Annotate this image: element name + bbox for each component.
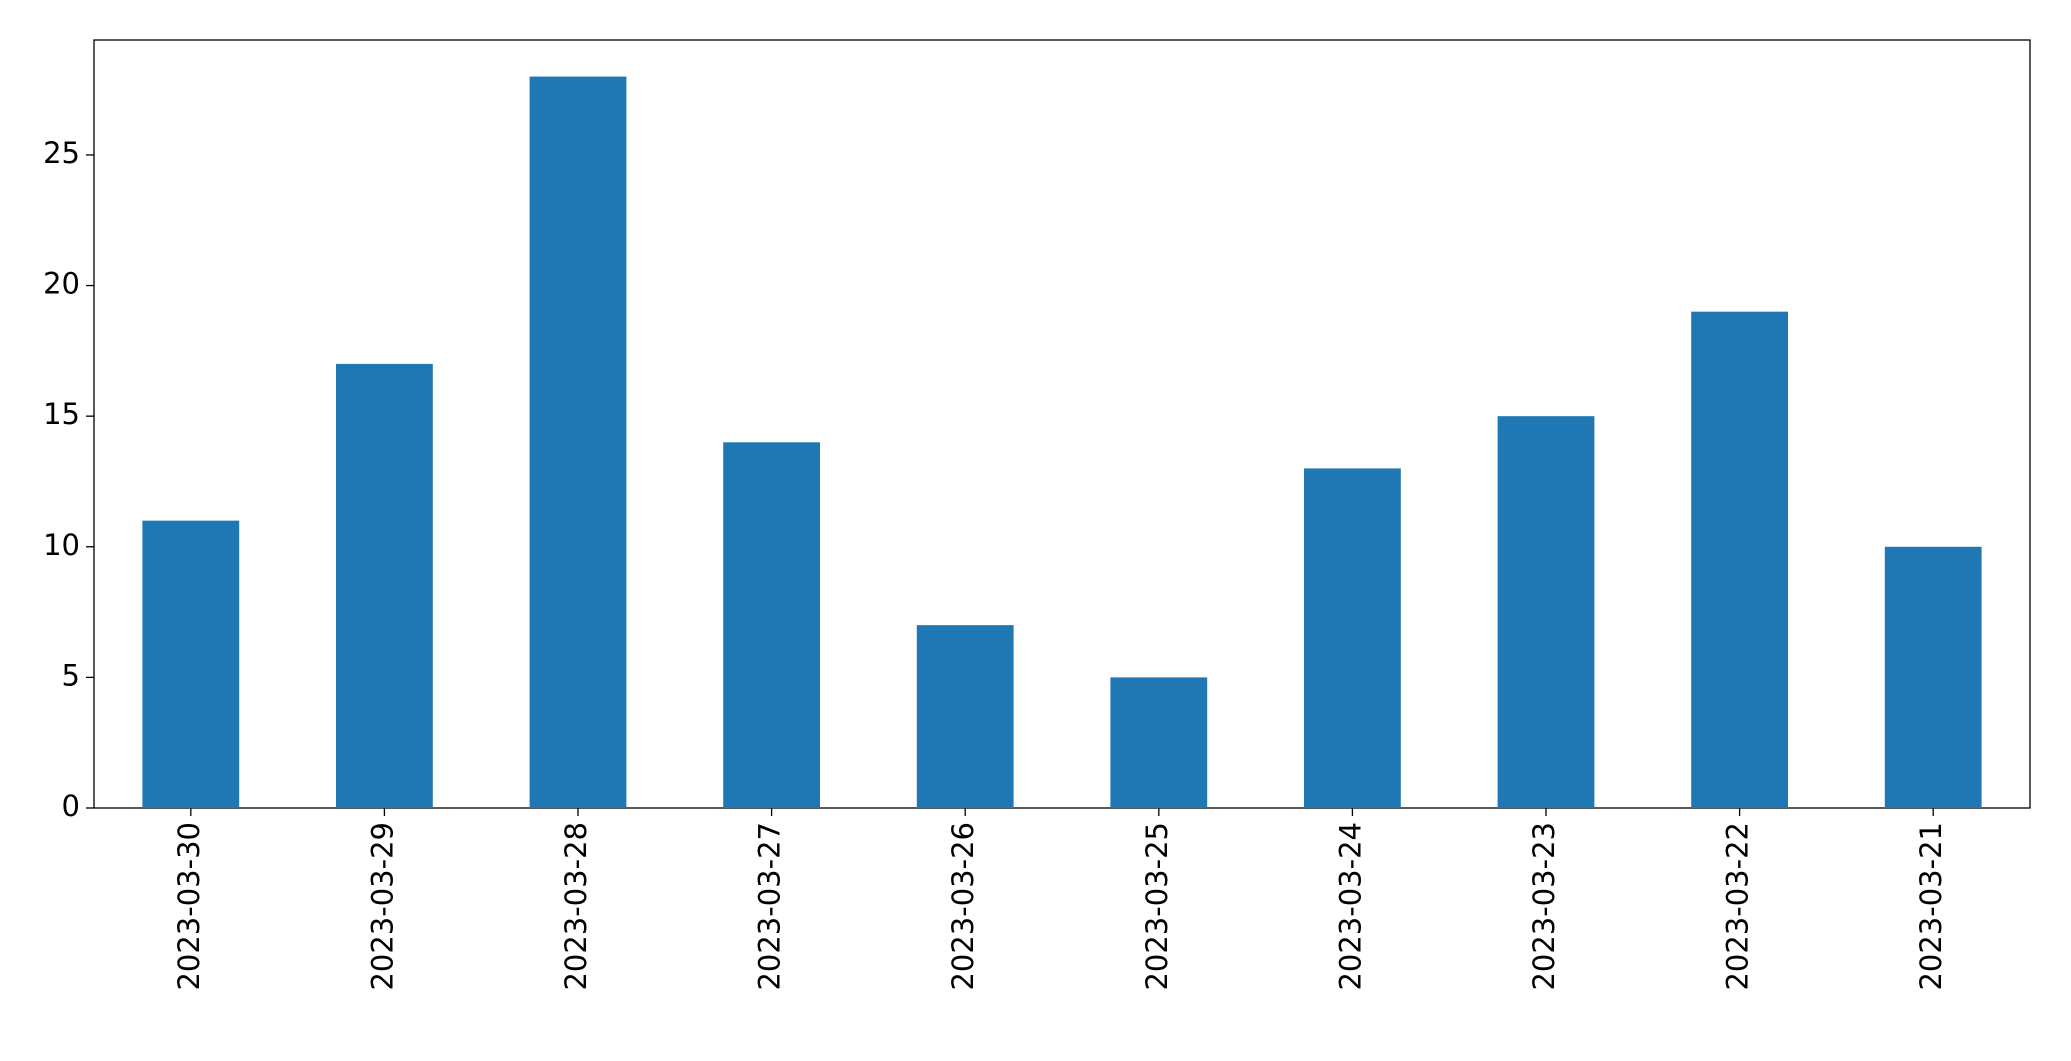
bar (1884, 546, 1982, 808)
x-tick-label: 2023-03-25 (1140, 822, 1174, 991)
x-tick-label: 2023-03-27 (753, 822, 787, 991)
y-tick-label: 5 (62, 658, 80, 692)
bar (1304, 468, 1401, 808)
y-tick-label: 10 (43, 528, 80, 562)
x-tick-label: 2023-03-29 (365, 822, 399, 991)
bar (142, 520, 240, 808)
x-tick-label: 2023-03-28 (559, 822, 593, 991)
y-tick-label: 20 (43, 267, 80, 301)
x-tick-label: 2023-03-30 (172, 822, 206, 991)
bar (529, 76, 627, 809)
y-tick-label: 15 (43, 397, 80, 431)
x-tick-label: 2023-03-23 (1527, 822, 1561, 991)
y-tick-label: 0 (62, 789, 80, 823)
bar (916, 625, 1014, 808)
x-tick-label: 2023-03-24 (1333, 822, 1367, 991)
bar (723, 442, 820, 808)
y-tick-label: 25 (43, 136, 80, 170)
x-tick-label: 2023-03-22 (1721, 822, 1755, 991)
bar (336, 363, 433, 808)
x-tick-label: 2023-03-26 (946, 822, 980, 991)
bar (1497, 416, 1595, 808)
plot-frame (93, 39, 2031, 809)
bar (1110, 677, 1208, 808)
x-tick-label: 2023-03-21 (1914, 822, 1948, 991)
bar (1691, 311, 1788, 808)
